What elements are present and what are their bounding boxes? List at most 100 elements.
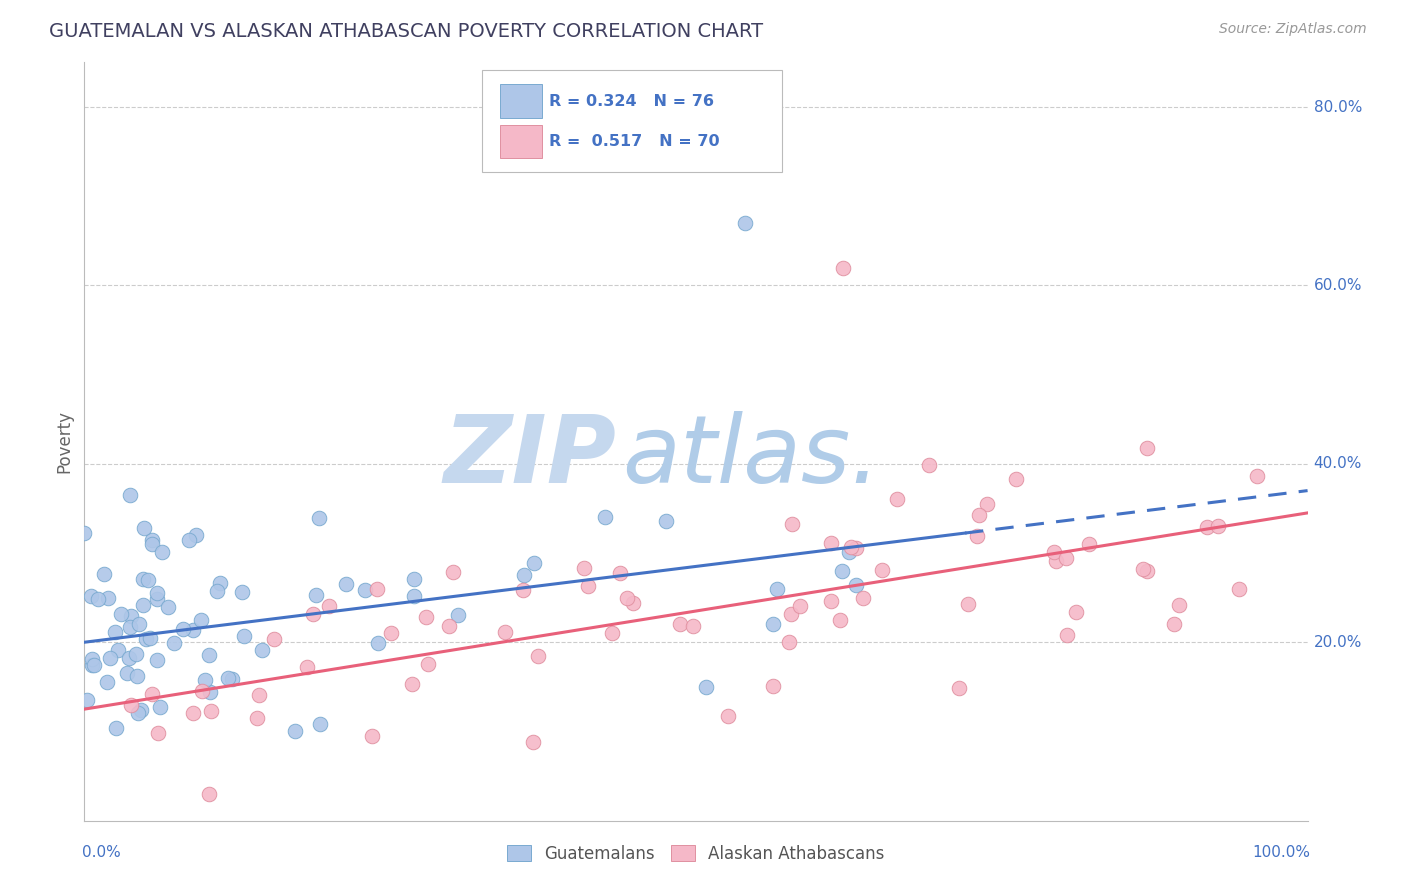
Point	[136, 573, 159, 587]
Point	[305, 588, 328, 602]
Point	[146, 586, 169, 600]
Point	[616, 591, 638, 606]
Point	[141, 537, 163, 551]
FancyBboxPatch shape	[501, 125, 541, 158]
Point	[93, 566, 115, 581]
Point	[107, 643, 129, 657]
Point	[181, 623, 204, 637]
Point	[839, 540, 862, 554]
Point	[416, 657, 439, 672]
Point	[318, 599, 340, 614]
Point	[966, 529, 988, 543]
Point	[263, 632, 285, 646]
Point	[831, 564, 853, 578]
Point	[308, 717, 330, 731]
Point	[284, 723, 307, 738]
Point	[1229, 582, 1251, 596]
Point	[494, 625, 516, 640]
Point	[194, 673, 217, 687]
Point	[1056, 628, 1078, 642]
Point	[439, 619, 461, 633]
Point	[852, 591, 875, 605]
Point	[820, 536, 842, 550]
Point	[183, 706, 205, 721]
Point	[1168, 598, 1191, 612]
Point	[655, 514, 678, 528]
Point	[354, 582, 377, 597]
Point	[104, 722, 127, 736]
Text: ZIP: ZIP	[443, 410, 616, 503]
Point	[252, 642, 274, 657]
Point	[1045, 554, 1067, 568]
Point	[118, 651, 141, 665]
Point	[76, 692, 98, 706]
Point	[380, 625, 402, 640]
Point	[190, 613, 212, 627]
Point	[146, 653, 169, 667]
Point	[217, 672, 239, 686]
Text: R =  0.517   N = 70: R = 0.517 N = 70	[550, 134, 720, 149]
Point	[132, 572, 155, 586]
Point	[125, 669, 148, 683]
Point	[1206, 519, 1229, 533]
Point	[198, 685, 221, 699]
Point	[73, 526, 96, 541]
Point	[572, 561, 595, 575]
Point	[118, 620, 141, 634]
Point	[828, 614, 851, 628]
Point	[527, 649, 550, 664]
Point	[221, 673, 243, 687]
Point	[717, 709, 740, 723]
Point	[82, 658, 104, 673]
Point	[209, 576, 232, 591]
Point	[83, 658, 105, 673]
Point	[127, 706, 149, 720]
Text: 0.0%: 0.0%	[82, 845, 121, 860]
Point	[682, 619, 704, 633]
Point	[128, 617, 150, 632]
Point	[139, 631, 162, 645]
Point	[297, 660, 319, 674]
Point	[301, 607, 323, 621]
Point	[1132, 561, 1154, 575]
Point	[135, 632, 157, 647]
Point	[104, 624, 127, 639]
Point	[118, 488, 141, 502]
Point	[762, 617, 785, 632]
Text: 40.0%: 40.0%	[1313, 457, 1362, 471]
Point	[197, 787, 219, 801]
Y-axis label: Poverty: Poverty	[55, 410, 73, 473]
Point	[184, 527, 207, 541]
Point	[780, 607, 803, 622]
Point	[512, 582, 534, 597]
Point	[609, 566, 631, 580]
Text: atlas.: atlas.	[623, 411, 880, 502]
Point	[513, 567, 536, 582]
Text: 20.0%: 20.0%	[1313, 635, 1362, 649]
Point	[780, 517, 803, 532]
Point	[191, 684, 214, 698]
Point	[870, 563, 893, 577]
Point	[205, 583, 228, 598]
Point	[668, 617, 690, 632]
Point	[734, 216, 756, 230]
Point	[976, 496, 998, 510]
Point	[120, 608, 142, 623]
Point	[1005, 472, 1028, 486]
Point	[146, 592, 169, 607]
Point	[335, 577, 357, 591]
Point	[146, 726, 169, 740]
Point	[120, 698, 142, 712]
Point	[367, 636, 389, 650]
Point	[129, 703, 152, 717]
Point	[1042, 545, 1064, 559]
Legend: Guatemalans, Alaskan Athabascans: Guatemalans, Alaskan Athabascans	[501, 838, 891, 869]
Point	[522, 735, 544, 749]
Point	[595, 510, 617, 524]
Point	[1054, 551, 1077, 566]
Point	[838, 545, 860, 559]
Point	[200, 705, 222, 719]
Point	[141, 687, 163, 701]
Point	[789, 599, 811, 614]
Point	[179, 533, 201, 548]
